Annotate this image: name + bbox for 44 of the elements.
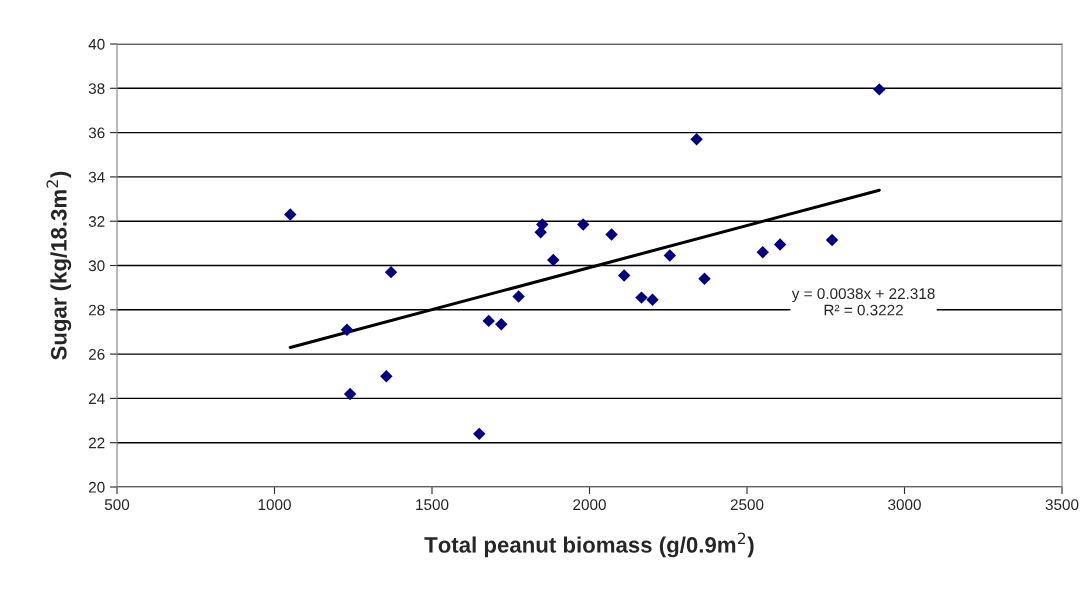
point xyxy=(473,427,486,441)
y-tick-label: 32 xyxy=(88,216,105,227)
x-tick-label: 1500 xyxy=(416,499,449,511)
point xyxy=(773,238,787,251)
point xyxy=(635,291,648,304)
y-tick-label: 22 xyxy=(88,437,105,449)
point xyxy=(873,83,886,96)
point xyxy=(690,133,703,146)
point xyxy=(340,323,354,336)
x-tick-label: 2500 xyxy=(730,499,764,511)
y-tick-label: 40 xyxy=(88,38,105,50)
y-tick-label: 20 xyxy=(88,481,105,493)
y-axis-title: Sugar (kg/18.3m$^{2}$) xyxy=(46,171,72,360)
point xyxy=(343,387,357,401)
point xyxy=(384,265,398,279)
x-axis-title: Total peanut biomass (g/0.9m$^{2}$) xyxy=(424,532,754,558)
point xyxy=(536,218,549,231)
y-tick-label: 30 xyxy=(88,260,105,272)
y-tick-label: 36 xyxy=(88,127,105,139)
y-tick-label: 26 xyxy=(88,348,105,360)
point xyxy=(825,233,839,247)
x-tick-label: 3000 xyxy=(888,499,921,511)
point xyxy=(512,290,525,303)
annotation: y = 0.0038x + 22.318 R² = 0.3222 xyxy=(791,288,935,316)
point xyxy=(646,293,659,307)
y-tick-label: 34 xyxy=(88,171,105,183)
point xyxy=(617,269,631,282)
y-tick-label: 38 xyxy=(88,83,105,94)
point xyxy=(756,246,769,259)
x-tick-label: 1000 xyxy=(258,499,291,511)
x-tick-label: 3500 xyxy=(1045,499,1079,511)
x-tick-label: 2000 xyxy=(573,499,606,511)
y-tick-label: 28 xyxy=(88,304,105,316)
point xyxy=(698,272,711,285)
point xyxy=(576,218,590,231)
point xyxy=(380,370,393,383)
point xyxy=(663,249,677,262)
point xyxy=(605,228,618,241)
point xyxy=(284,208,297,221)
point xyxy=(495,317,508,331)
point xyxy=(482,314,495,328)
point xyxy=(547,253,560,267)
y-tick-label: 24 xyxy=(88,393,105,404)
x-tick-label: 500 xyxy=(104,499,130,511)
